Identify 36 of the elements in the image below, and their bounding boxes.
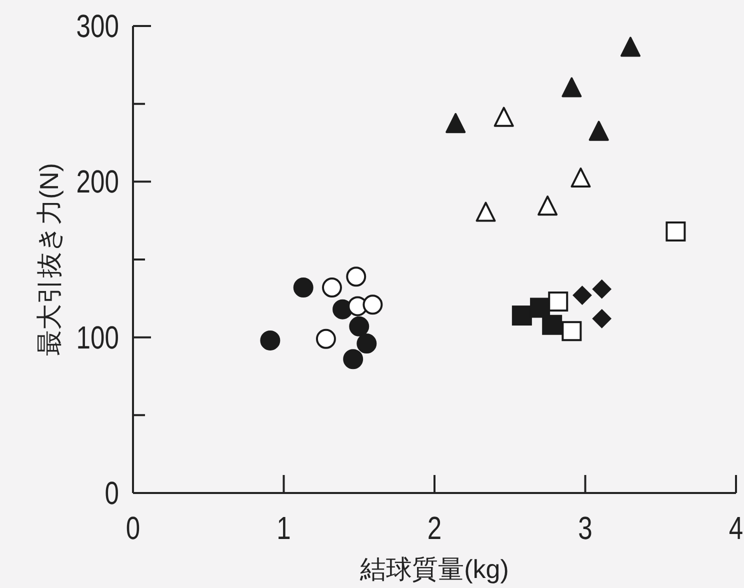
- point: [346, 266, 366, 287]
- y-tick-label: 300: [76, 9, 119, 45]
- point: [588, 120, 609, 141]
- point: [260, 330, 280, 350]
- point: [446, 113, 466, 134]
- point: [362, 294, 383, 315]
- point: [530, 298, 550, 318]
- point: [548, 292, 568, 312]
- x-axis-title: 結球質量(kg): [359, 554, 509, 584]
- point: [349, 316, 370, 336]
- x-tick-label: 1: [276, 511, 291, 547]
- point: [572, 286, 592, 305]
- point: [494, 106, 514, 127]
- point: [538, 196, 558, 216]
- x-tick-label: 3: [578, 511, 592, 547]
- x-tick-label: 4: [728, 511, 744, 547]
- point: [476, 202, 496, 222]
- point: [592, 309, 612, 328]
- point: [562, 77, 582, 98]
- point: [356, 334, 377, 354]
- point: [343, 349, 364, 370]
- y-tick-label: 0: [104, 476, 119, 512]
- point: [322, 278, 342, 298]
- y-tick-label: 200: [76, 165, 119, 200]
- y-axis-title: 最大引抜き力(N): [34, 162, 64, 356]
- point: [620, 36, 640, 57]
- point: [542, 314, 562, 335]
- x-tick-label: 2: [427, 511, 442, 547]
- point: [293, 278, 314, 298]
- y-tick-label: 100: [76, 320, 119, 356]
- point: [666, 221, 686, 242]
- point: [316, 328, 336, 349]
- point: [592, 280, 612, 299]
- point: [512, 306, 532, 326]
- point: [570, 168, 591, 188]
- point: [562, 321, 582, 342]
